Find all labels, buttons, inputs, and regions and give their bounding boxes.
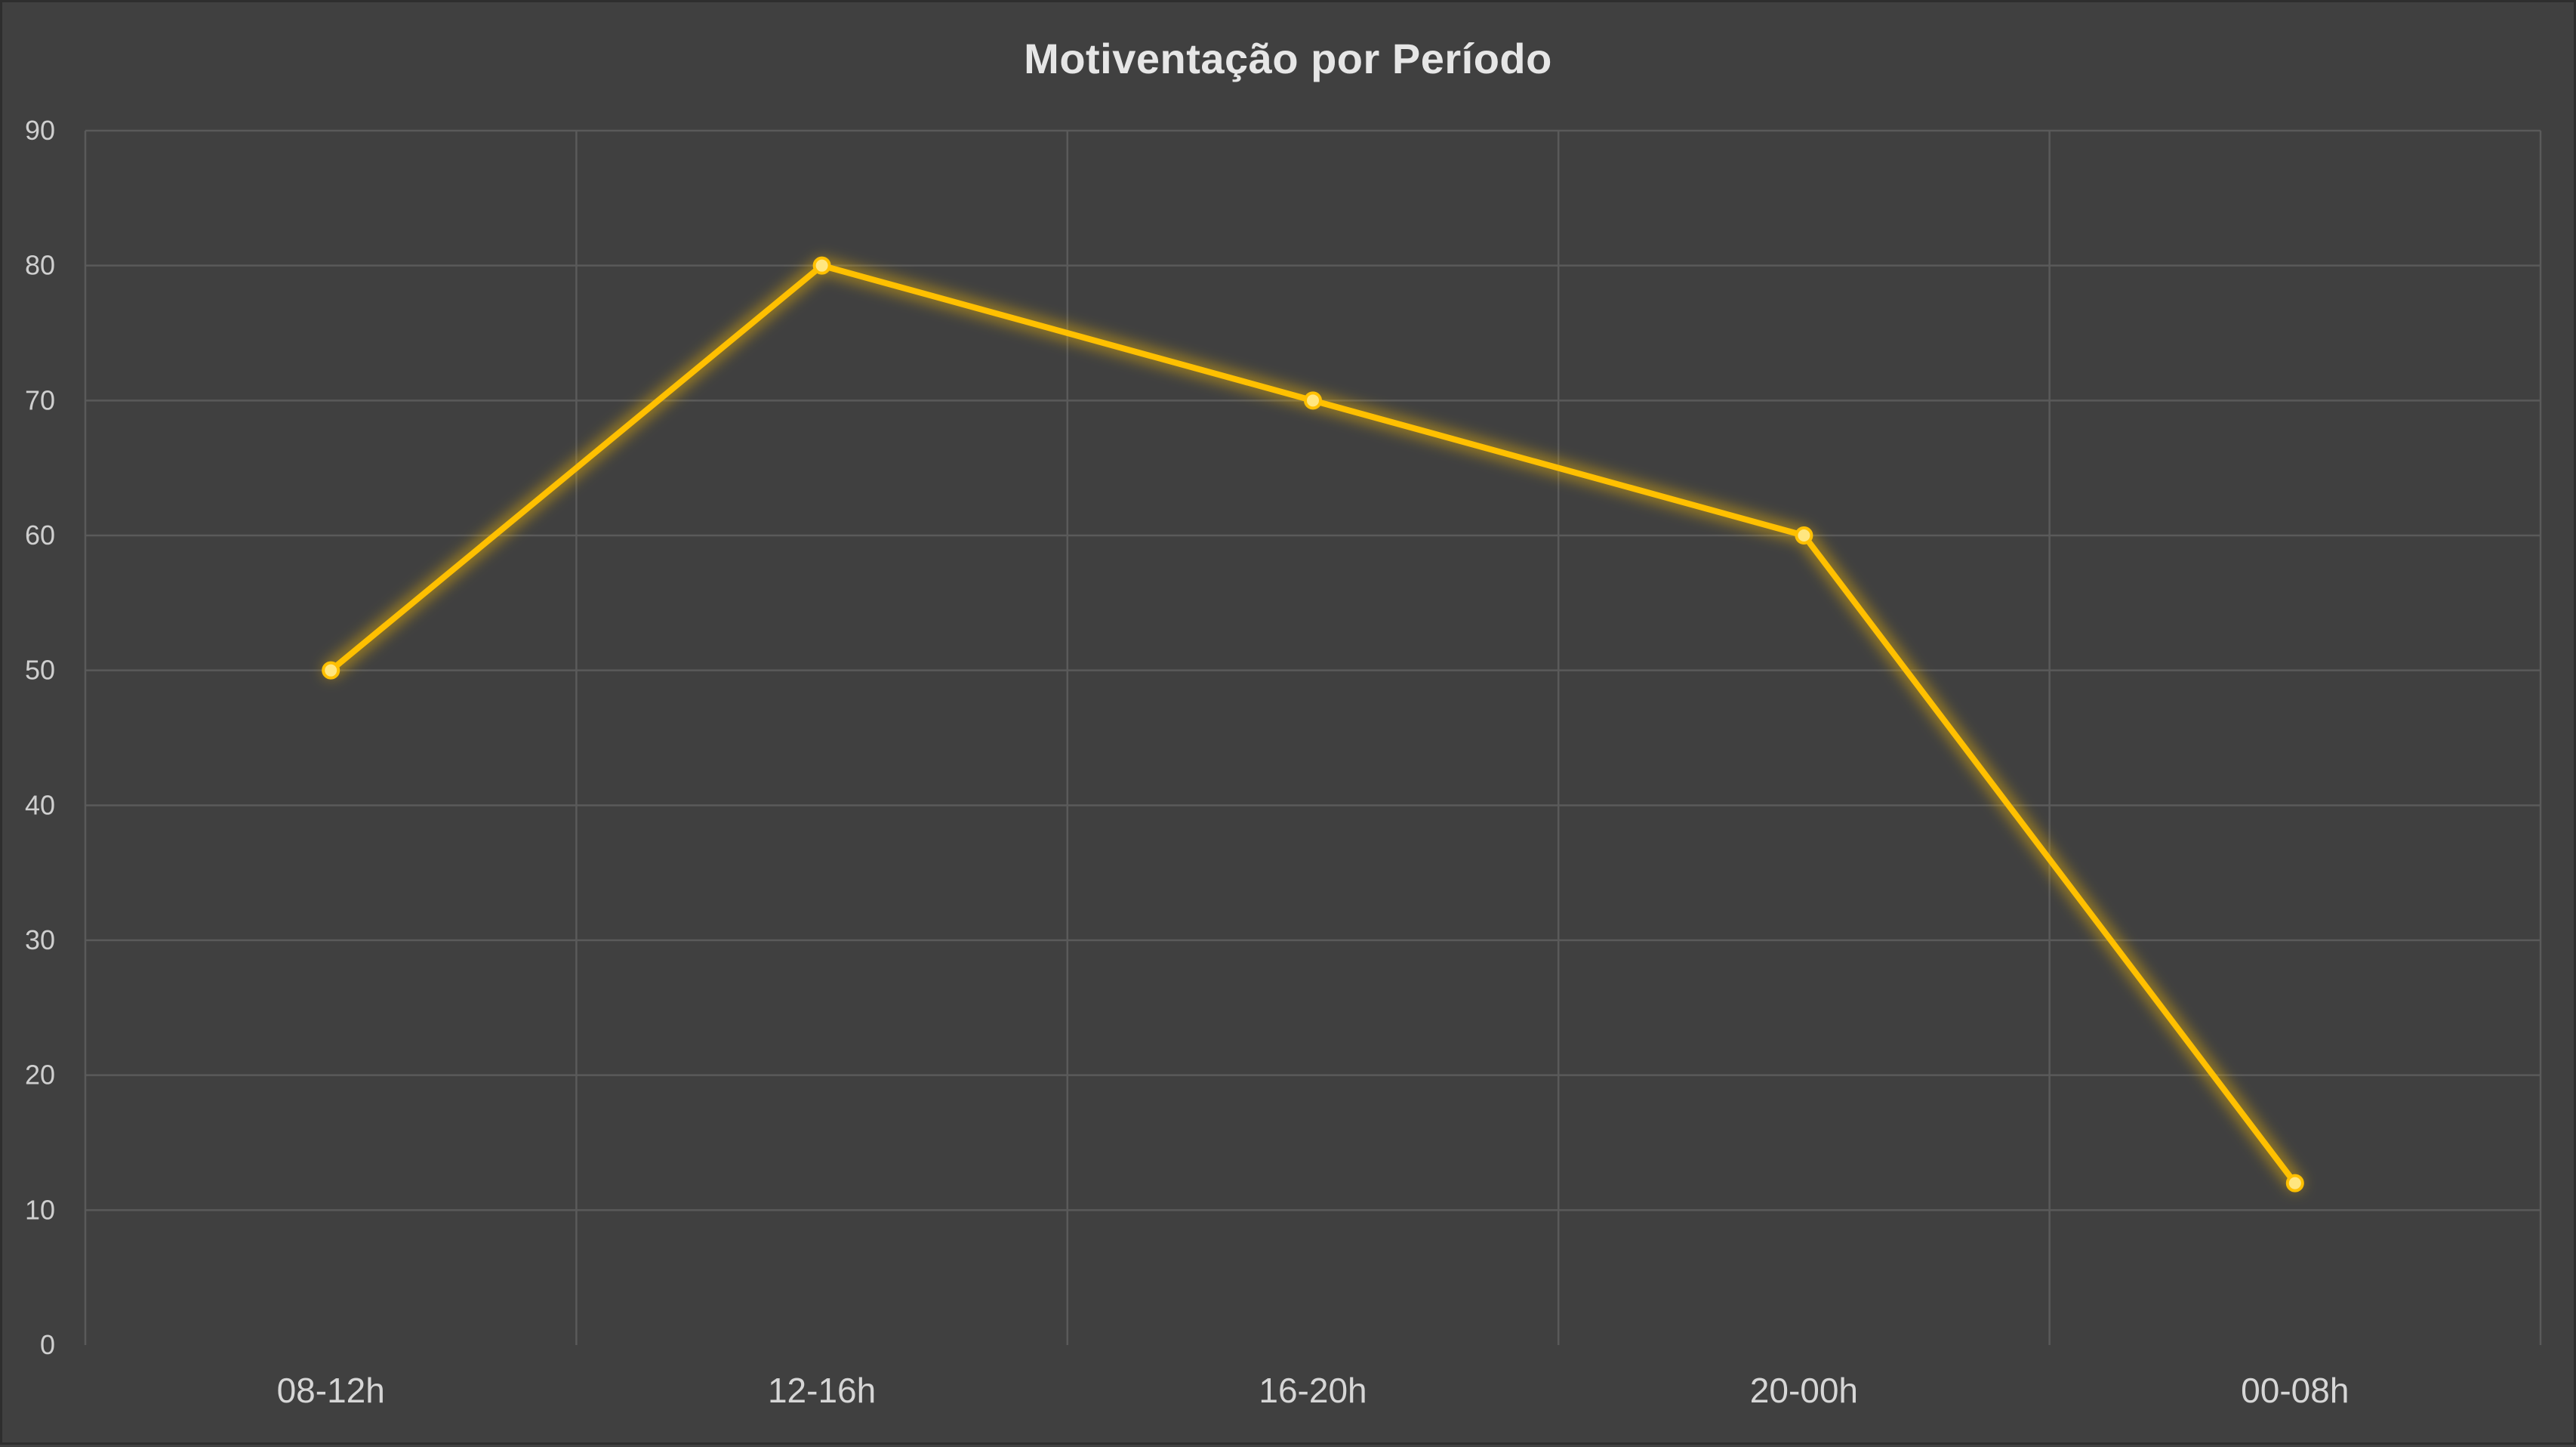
y-tick-label: 20 bbox=[25, 1060, 55, 1091]
x-tick-label: 12-16h bbox=[768, 1371, 876, 1410]
y-tick-label: 70 bbox=[25, 384, 55, 415]
data-point-marker bbox=[2285, 1174, 2304, 1192]
x-tick-label: 08-12h bbox=[277, 1371, 385, 1410]
x-tick-label: 00-08h bbox=[2241, 1371, 2349, 1410]
data-point-marker bbox=[1304, 391, 1322, 410]
grid-layer bbox=[84, 129, 2542, 1345]
y-tick-label: 80 bbox=[25, 250, 55, 281]
y-tick-label: 60 bbox=[25, 520, 55, 551]
y-tick-label: 10 bbox=[25, 1194, 55, 1225]
axis-layer: 0 10 20 30 40 50 60 70 80 90 08-12h 12-16h 16-20h 20-… bbox=[25, 115, 2349, 1410]
y-tick-label: 0 bbox=[40, 1329, 55, 1360]
data-point-marker bbox=[322, 661, 340, 680]
x-tick-label: 20-00h bbox=[1750, 1371, 1858, 1410]
chart-title: Motiventação por Período bbox=[1024, 35, 1552, 82]
x-tick-label: 16-20h bbox=[1259, 1371, 1367, 1410]
data-point-marker bbox=[812, 256, 831, 275]
data-point-marker bbox=[1795, 526, 1813, 545]
y-tick-label: 40 bbox=[25, 789, 55, 820]
y-tick-label: 90 bbox=[25, 115, 55, 146]
series-layer bbox=[322, 256, 2304, 1192]
y-tick-label: 30 bbox=[25, 924, 55, 955]
y-tick-label: 50 bbox=[25, 655, 55, 686]
